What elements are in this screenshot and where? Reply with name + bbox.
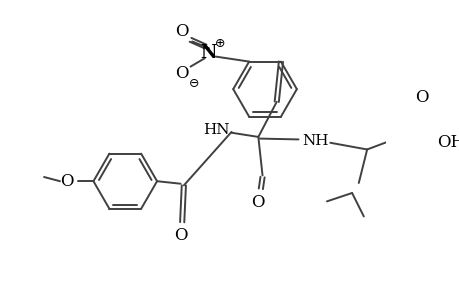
Text: O: O: [175, 65, 189, 82]
Text: O: O: [175, 23, 189, 40]
Text: O: O: [60, 173, 73, 190]
Text: NH: NH: [302, 134, 328, 148]
Text: ⊕: ⊕: [214, 37, 224, 50]
Text: O: O: [174, 227, 187, 244]
Text: OH: OH: [436, 134, 459, 151]
Text: O: O: [251, 194, 264, 211]
Text: O: O: [414, 89, 427, 106]
Text: ⊖: ⊖: [188, 77, 199, 90]
Text: N: N: [200, 44, 217, 62]
Text: HN: HN: [203, 123, 229, 137]
